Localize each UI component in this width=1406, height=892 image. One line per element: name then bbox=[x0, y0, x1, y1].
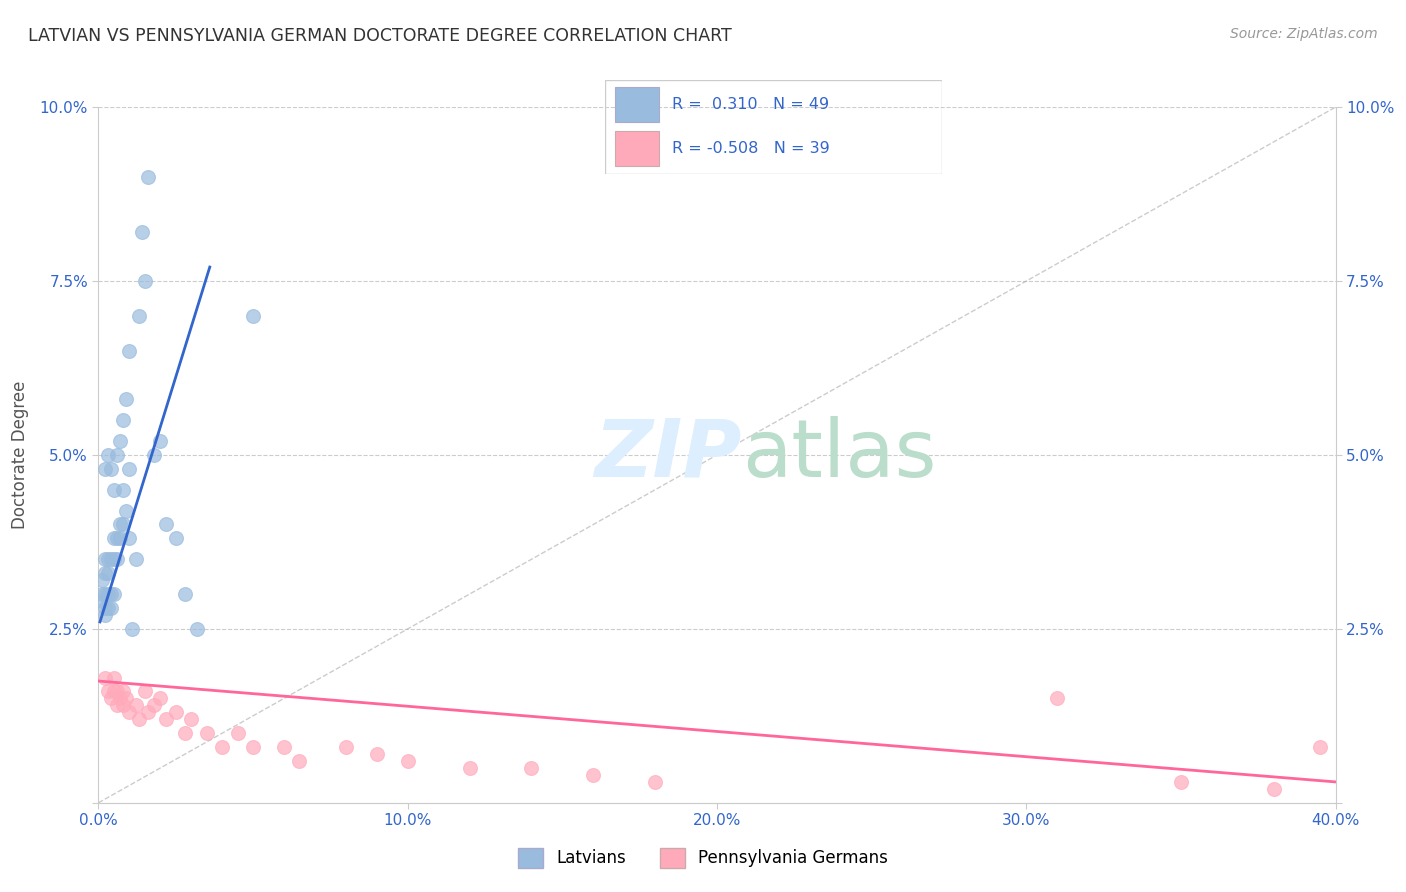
Point bbox=[100, 601, 122, 615]
Point bbox=[128, 309, 150, 323]
Point bbox=[97, 566, 120, 581]
Point bbox=[93, 607, 115, 622]
Point bbox=[124, 698, 146, 713]
Point bbox=[1046, 691, 1069, 706]
Point bbox=[100, 691, 122, 706]
Point bbox=[97, 448, 120, 462]
Point bbox=[288, 754, 311, 768]
Point bbox=[165, 532, 187, 546]
Point bbox=[180, 712, 202, 726]
Point bbox=[108, 691, 131, 706]
Point bbox=[100, 552, 122, 566]
Point bbox=[174, 726, 197, 740]
Point bbox=[128, 712, 150, 726]
Text: atlas: atlas bbox=[742, 416, 936, 494]
Point bbox=[1263, 781, 1285, 796]
Point bbox=[112, 684, 135, 698]
Point bbox=[105, 684, 128, 698]
Legend: Latvians, Pennsylvania Germans: Latvians, Pennsylvania Germans bbox=[512, 841, 894, 875]
Point bbox=[136, 169, 159, 184]
Point bbox=[103, 671, 125, 685]
Point bbox=[124, 552, 146, 566]
Point bbox=[143, 698, 166, 713]
Point bbox=[103, 552, 125, 566]
FancyBboxPatch shape bbox=[614, 131, 658, 167]
Point bbox=[115, 392, 138, 407]
Point bbox=[644, 775, 666, 789]
Point bbox=[195, 726, 218, 740]
Point bbox=[226, 726, 249, 740]
Y-axis label: Doctorate Degree: Doctorate Degree bbox=[10, 381, 28, 529]
Point bbox=[93, 552, 115, 566]
Point bbox=[112, 698, 135, 713]
Point bbox=[186, 622, 208, 636]
Point bbox=[115, 503, 138, 517]
Point bbox=[273, 740, 295, 755]
Point bbox=[118, 462, 141, 476]
Point bbox=[93, 601, 115, 615]
Point bbox=[90, 587, 112, 601]
Point bbox=[149, 434, 172, 448]
Point bbox=[242, 740, 264, 755]
Point bbox=[211, 740, 233, 755]
Point bbox=[100, 462, 122, 476]
Point bbox=[1170, 775, 1192, 789]
Point bbox=[105, 448, 128, 462]
Point bbox=[93, 566, 115, 581]
Point bbox=[105, 552, 128, 566]
Point bbox=[112, 413, 135, 427]
Point bbox=[108, 434, 131, 448]
Point bbox=[97, 601, 120, 615]
Point bbox=[520, 761, 543, 775]
Point bbox=[118, 532, 141, 546]
Text: ZIP: ZIP bbox=[595, 416, 742, 494]
Point bbox=[112, 517, 135, 532]
Text: R = -0.508   N = 39: R = -0.508 N = 39 bbox=[672, 141, 830, 156]
Point bbox=[93, 462, 115, 476]
Point bbox=[103, 483, 125, 497]
Point bbox=[136, 706, 159, 720]
Point bbox=[100, 587, 122, 601]
Point bbox=[366, 747, 388, 761]
Point bbox=[396, 754, 419, 768]
Point bbox=[97, 587, 120, 601]
Point bbox=[108, 532, 131, 546]
Point bbox=[242, 309, 264, 323]
Point bbox=[118, 343, 141, 358]
Point bbox=[103, 587, 125, 601]
Text: R =  0.310   N = 49: R = 0.310 N = 49 bbox=[672, 97, 830, 112]
Point bbox=[134, 274, 156, 288]
Point bbox=[90, 573, 112, 587]
Point bbox=[143, 448, 166, 462]
Point bbox=[118, 706, 141, 720]
Point bbox=[121, 622, 143, 636]
Point bbox=[108, 517, 131, 532]
Point bbox=[155, 712, 177, 726]
Point bbox=[582, 768, 605, 782]
FancyBboxPatch shape bbox=[614, 87, 658, 122]
Point bbox=[1309, 740, 1331, 755]
Point bbox=[458, 761, 481, 775]
Point bbox=[131, 225, 153, 239]
Point bbox=[93, 671, 115, 685]
Point bbox=[149, 691, 172, 706]
Point bbox=[134, 684, 156, 698]
Point bbox=[155, 517, 177, 532]
Point bbox=[90, 594, 112, 608]
Point bbox=[174, 587, 197, 601]
Point bbox=[103, 684, 125, 698]
Point bbox=[105, 698, 128, 713]
Point bbox=[105, 532, 128, 546]
Text: LATVIAN VS PENNSYLVANIA GERMAN DOCTORATE DEGREE CORRELATION CHART: LATVIAN VS PENNSYLVANIA GERMAN DOCTORATE… bbox=[28, 27, 733, 45]
Point bbox=[97, 684, 120, 698]
Point bbox=[93, 587, 115, 601]
Point bbox=[115, 691, 138, 706]
Point bbox=[165, 706, 187, 720]
Point bbox=[97, 552, 120, 566]
Text: Source: ZipAtlas.com: Source: ZipAtlas.com bbox=[1230, 27, 1378, 41]
Point bbox=[112, 483, 135, 497]
Point bbox=[335, 740, 357, 755]
Point bbox=[103, 532, 125, 546]
